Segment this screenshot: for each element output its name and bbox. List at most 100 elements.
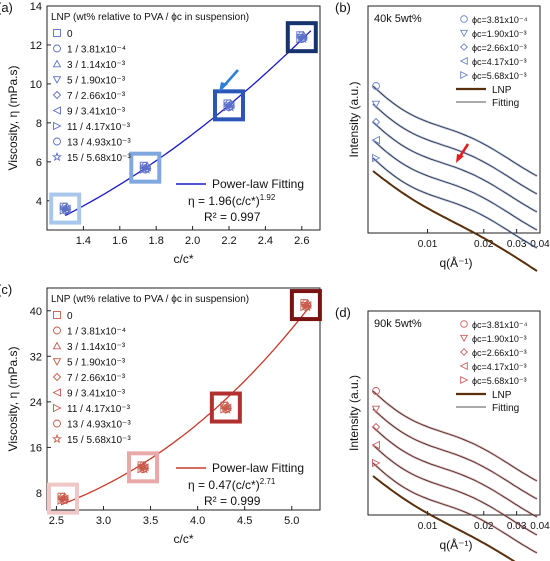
x-tick-label: 1.6 <box>112 235 127 247</box>
y-tick-label: 6 <box>36 157 42 169</box>
highlight-box <box>289 289 322 322</box>
legend-item: ϕc=5.68x10⁻³ <box>472 71 527 81</box>
y-tick-label: 40 <box>30 306 42 318</box>
arrow-head <box>456 154 464 163</box>
y-axis-label: Viscosity, η (mPa.s) <box>6 66 20 171</box>
legend-marker <box>459 56 468 66</box>
x-axis-label: q(Å⁻¹) <box>440 537 473 552</box>
legend-marker <box>52 59 62 68</box>
curve-marker <box>372 82 380 90</box>
legend-marker <box>459 361 468 371</box>
x-axis-label: q(Å⁻¹) <box>440 255 473 270</box>
x-tick-label: 3.0 <box>96 515 111 527</box>
x-tick-label: 2.5 <box>49 515 64 527</box>
curve-marker <box>372 387 380 395</box>
fit-legend-label: Power-law Fitting <box>212 461 304 475</box>
legend-marker <box>52 358 62 366</box>
legend-marker <box>53 326 61 335</box>
fit-curve <box>372 408 538 500</box>
x-tick-label: 0.01 <box>418 239 438 250</box>
legend-marker <box>53 44 61 53</box>
data-point <box>220 405 229 414</box>
x-axis-label: c/c* <box>173 532 193 546</box>
legend-item: 13 / 4.93x10⁻³ <box>67 420 131 431</box>
legend-item: 1 / 3.81x10⁻⁴ <box>67 327 126 338</box>
fit-curve <box>372 85 538 177</box>
lnp-legend-label: LNP <box>492 85 512 96</box>
legend-item: 5 / 1.90x10⁻³ <box>67 76 126 87</box>
data-point <box>139 165 148 174</box>
curve-marker <box>372 153 381 163</box>
curve-marker <box>372 458 381 468</box>
fit-r2: R² = 0.999 <box>204 494 261 508</box>
legend-marker <box>459 29 469 38</box>
legend-marker <box>52 433 62 444</box>
highlight-box <box>47 482 80 515</box>
legend-item: 0 <box>67 29 73 40</box>
legend-item: 7 / 2.66x10⁻³ <box>67 373 126 384</box>
x-tick-label: 3.5 <box>143 515 158 527</box>
legend-item: ϕc=4.17x10⁻³ <box>472 57 527 67</box>
x-tick-label: 0.04 <box>530 521 550 532</box>
legend-marker <box>52 372 62 382</box>
fit-curve <box>372 157 538 249</box>
y-tick-label: 14 <box>30 1 42 13</box>
x-tick-label: 4.5 <box>237 515 252 527</box>
lnp-curve <box>372 170 538 272</box>
fit-curve <box>64 30 312 217</box>
x-tick-label: 5.0 <box>284 515 299 527</box>
legend-item: 0 <box>67 311 73 322</box>
data-point <box>300 303 309 312</box>
legend-item: ϕc=5.68x10⁻³ <box>472 376 527 386</box>
legend-item: 7 / 2.66x10⁻³ <box>67 91 126 102</box>
legend-item: 11 / 4.17x10⁻³ <box>67 404 131 415</box>
fit-curve <box>372 139 538 231</box>
fit-legend-label: Fitting <box>492 403 519 414</box>
fit-curve <box>372 103 538 195</box>
x-tick-label: 1.4 <box>76 235 91 247</box>
x-tick-label: 0.03 <box>507 239 527 250</box>
data-point <box>140 464 150 474</box>
fit-equation: η = 1.96(c/c*)1.92 <box>188 193 276 208</box>
legend-marker <box>53 311 61 319</box>
legend-item: 11 / 4.17x10⁻³ <box>67 122 131 133</box>
legend-marker <box>460 15 468 23</box>
legend-item: ϕc=4.17x10⁻³ <box>472 362 527 372</box>
legend-item: 3 / 1.14x10⁻³ <box>67 60 126 71</box>
y-tick-label: 4 <box>36 196 42 208</box>
legend-marker <box>52 106 61 115</box>
data-point <box>226 102 236 112</box>
arrow-head <box>219 82 228 92</box>
legend-item: 1 / 3.81x10⁻⁴ <box>67 45 126 56</box>
y-tick-label: 10 <box>30 79 42 91</box>
legend-item: ϕc=1.90x10⁻³ <box>472 29 527 39</box>
legend-marker <box>52 90 62 100</box>
panel-letter: (a) <box>0 0 13 15</box>
legend-marker <box>52 151 62 162</box>
fit-equation: η = 0.47(c/c*)2.71 <box>188 477 276 492</box>
legend-marker <box>460 43 468 51</box>
plot-frame <box>46 5 321 231</box>
fit-curve <box>372 462 538 554</box>
fit-r2: R² = 0.997 <box>204 210 261 224</box>
legend-item: ϕc=1.90x10⁻³ <box>472 334 527 344</box>
panel-title: 40k 5wt% <box>374 13 422 25</box>
curve-marker <box>371 100 381 109</box>
legend-marker <box>52 341 62 350</box>
x-tick-label: 2.4 <box>258 235 273 247</box>
y-tick-label: 8 <box>36 118 42 130</box>
data-point <box>296 35 305 44</box>
legend-marker <box>53 137 61 146</box>
x-tick-label: 2.0 <box>185 235 200 247</box>
panel-letter: (c) <box>0 282 12 297</box>
data-point <box>60 495 70 505</box>
x-tick-label: 4.0 <box>190 515 205 527</box>
x-tick-label: 0.04 <box>530 239 550 250</box>
curve-marker <box>371 135 380 145</box>
data-point <box>57 496 66 505</box>
legend-marker <box>53 403 62 413</box>
x-tick-label: 2.2 <box>221 235 236 247</box>
legend-item: ϕc=2.66x10⁻³ <box>472 348 527 358</box>
legend-marker <box>53 121 62 131</box>
panel-c: (c) 2.5 3.0 3.5 4.0 4.5 5.0 8 16 24 32 40 c/c* Viscos… <box>0 282 322 546</box>
